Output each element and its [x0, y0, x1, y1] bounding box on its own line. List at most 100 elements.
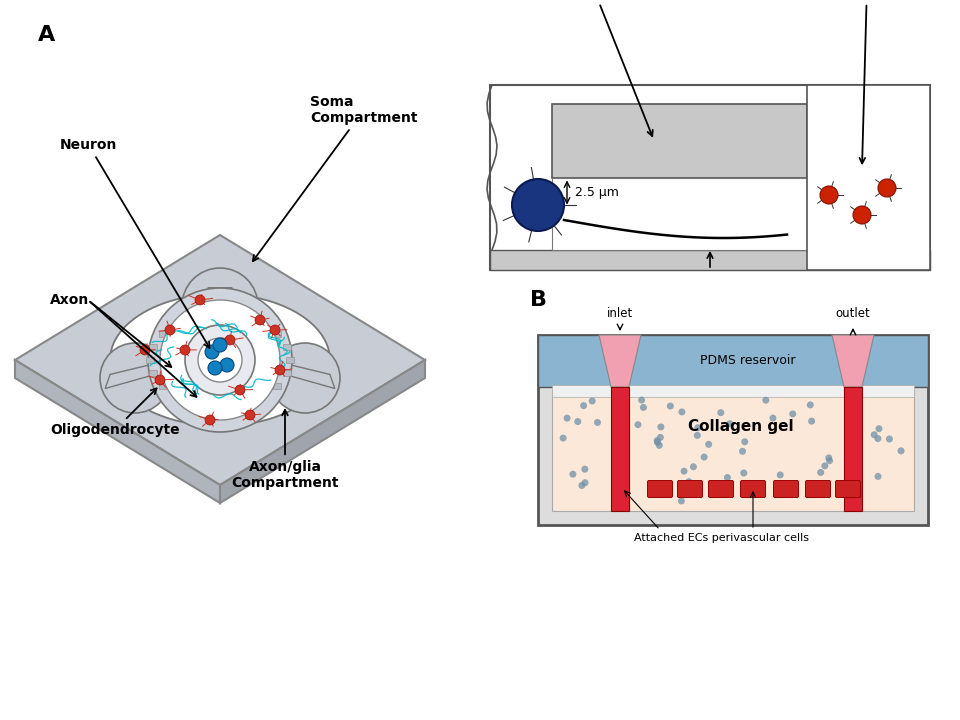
Circle shape: [205, 415, 215, 425]
Circle shape: [198, 338, 242, 382]
Polygon shape: [15, 360, 220, 503]
Circle shape: [777, 472, 783, 478]
Circle shape: [140, 345, 150, 355]
Circle shape: [182, 268, 258, 344]
Circle shape: [255, 315, 265, 325]
Circle shape: [717, 409, 725, 416]
Text: Axon-guiding
microchannel: Axon-guiding microchannel: [540, 0, 653, 136]
Circle shape: [658, 423, 664, 431]
Text: PDMS reservoir: PDMS reservoir: [700, 354, 796, 367]
Circle shape: [512, 179, 564, 231]
Circle shape: [875, 435, 881, 442]
Bar: [238, 316, 246, 322]
Circle shape: [580, 402, 588, 409]
Circle shape: [185, 325, 255, 395]
Bar: [175, 322, 182, 328]
Text: A: A: [38, 25, 56, 45]
Bar: [282, 343, 291, 350]
Polygon shape: [208, 288, 232, 324]
Circle shape: [235, 385, 245, 395]
Text: Soma
Compartment: Soma Compartment: [252, 95, 418, 261]
Bar: [159, 331, 167, 338]
Bar: [552, 390, 914, 511]
Circle shape: [886, 436, 893, 443]
Circle shape: [822, 462, 828, 469]
Circle shape: [640, 404, 647, 411]
Circle shape: [654, 437, 660, 444]
Bar: [150, 343, 157, 350]
Circle shape: [180, 345, 190, 355]
Bar: [194, 398, 203, 404]
Polygon shape: [110, 294, 330, 426]
FancyBboxPatch shape: [774, 480, 799, 498]
Bar: [538, 335, 928, 525]
Polygon shape: [832, 335, 874, 387]
Circle shape: [871, 431, 877, 438]
Circle shape: [205, 345, 219, 359]
Polygon shape: [277, 361, 335, 389]
Circle shape: [685, 478, 692, 485]
Circle shape: [195, 295, 205, 305]
Text: Axon/glia
Compartment: Axon/glia Compartment: [231, 410, 339, 490]
FancyBboxPatch shape: [678, 480, 703, 498]
Circle shape: [727, 420, 733, 427]
Bar: [216, 400, 224, 406]
Bar: [552, 385, 914, 397]
Circle shape: [739, 448, 746, 455]
Bar: [159, 382, 167, 389]
Circle shape: [594, 419, 601, 426]
Circle shape: [657, 434, 664, 441]
Circle shape: [808, 418, 815, 425]
Bar: [611, 387, 629, 511]
FancyBboxPatch shape: [647, 480, 673, 498]
Circle shape: [213, 338, 227, 352]
Circle shape: [898, 447, 904, 454]
FancyBboxPatch shape: [708, 480, 733, 498]
Polygon shape: [106, 361, 163, 389]
Circle shape: [564, 415, 570, 422]
Circle shape: [817, 469, 825, 476]
Circle shape: [270, 325, 280, 335]
Circle shape: [100, 343, 170, 413]
Circle shape: [220, 358, 234, 372]
Circle shape: [656, 442, 662, 449]
Circle shape: [806, 402, 814, 408]
Text: inlet: inlet: [607, 307, 634, 320]
Circle shape: [569, 471, 576, 477]
Bar: [552, 178, 807, 250]
Circle shape: [588, 397, 596, 405]
Circle shape: [694, 424, 702, 431]
Bar: [175, 392, 182, 398]
Text: Collagen gel: Collagen gel: [688, 419, 794, 433]
Circle shape: [820, 186, 838, 204]
Circle shape: [270, 343, 340, 413]
Circle shape: [690, 463, 697, 470]
Circle shape: [826, 454, 832, 462]
Bar: [257, 392, 265, 398]
Circle shape: [681, 468, 687, 474]
Bar: [286, 357, 294, 363]
Bar: [490, 250, 930, 270]
Bar: [146, 357, 154, 363]
Bar: [282, 370, 291, 377]
Circle shape: [148, 288, 292, 432]
Circle shape: [741, 438, 748, 445]
Circle shape: [654, 439, 661, 446]
Text: Oligodendrocyte: Oligodendrocyte: [50, 388, 180, 437]
Circle shape: [762, 397, 769, 404]
Text: Axon/glia
Compt.: Axon/glia Compt.: [830, 0, 903, 163]
Bar: [807, 85, 930, 270]
Circle shape: [208, 361, 222, 375]
Polygon shape: [599, 335, 641, 387]
Text: B: B: [530, 290, 547, 310]
Text: Neuron: Neuron: [60, 138, 209, 348]
Circle shape: [560, 435, 566, 441]
Bar: [194, 316, 203, 322]
Circle shape: [667, 402, 674, 410]
Circle shape: [679, 408, 685, 415]
Circle shape: [638, 397, 645, 403]
Circle shape: [165, 325, 175, 335]
Bar: [238, 398, 246, 404]
Circle shape: [635, 421, 641, 428]
Circle shape: [574, 418, 582, 425]
